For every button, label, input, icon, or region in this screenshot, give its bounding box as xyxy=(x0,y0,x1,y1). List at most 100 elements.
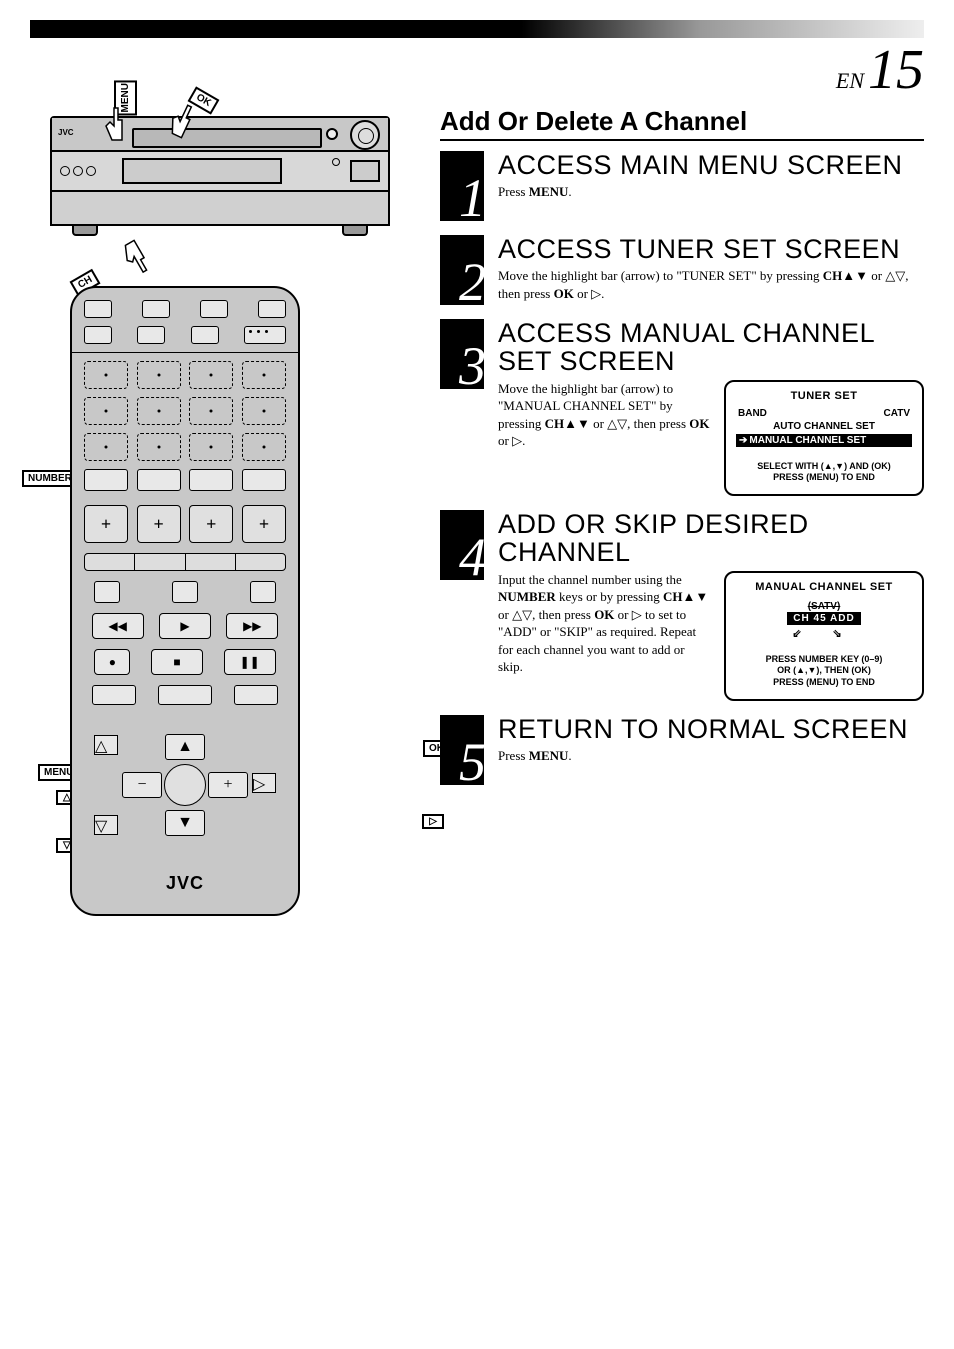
callout-arrow-right: ▷ xyxy=(422,814,444,829)
remote-button-icon xyxy=(250,581,276,603)
step-heading: RETURN TO NORMAL SCREEN xyxy=(498,715,924,743)
remote-plus-button-icon: + xyxy=(189,505,233,543)
section-title-underline xyxy=(440,139,924,141)
step-heading: ADD OR SKIP DESIRED CHANNEL xyxy=(498,510,924,567)
osd-instruction: PRESS (MENU) TO END xyxy=(736,677,912,689)
remote-button-icon xyxy=(158,685,212,705)
remote-button-icon xyxy=(172,581,198,603)
step-number: 5 xyxy=(459,735,486,789)
hand-pointer-icon xyxy=(112,231,158,281)
arrow-down-icon: ▽ xyxy=(94,815,118,835)
step-heading: ACCESS MANUAL CHANNEL SET SCREEN xyxy=(498,319,924,376)
arrow-up-icon: △ xyxy=(94,735,118,755)
step-text: Move the highlight bar (arrow) to "MANUA… xyxy=(498,380,712,496)
dpad-left-icon: − xyxy=(122,772,162,798)
step-number: 3 xyxy=(459,339,486,393)
dpad-down-icon: ▼ xyxy=(165,810,205,836)
osd-band-label: BAND xyxy=(738,408,767,419)
remote-number-key-icon xyxy=(189,361,233,389)
step-4: 4 ADD OR SKIP DESIRED CHANNEL Input the … xyxy=(440,510,924,701)
osd-instruction: SELECT WITH (▲,▼) AND (OK) xyxy=(736,461,912,473)
osd-instruction: PRESS NUMBER KEY (0–9) xyxy=(736,654,912,666)
hand-pointer-icon xyxy=(100,106,130,146)
remote-number-key-icon xyxy=(137,433,181,461)
step-2: 2 ACCESS TUNER SET SCREEN Move the highl… xyxy=(440,235,924,305)
vcr-illustration: MENU OK JVC xyxy=(50,116,420,226)
vcr-button-icon xyxy=(326,128,338,140)
arrow-right-icon: ▷ xyxy=(252,773,276,793)
osd-manual-channel-set: MANUAL CHANNEL SET (SATV) CH 45 ADD ⇙ ⇘ … xyxy=(724,571,924,701)
remote-brand: JVC xyxy=(84,873,286,894)
vcr-panel-icon xyxy=(350,160,380,182)
record-button-icon: ● xyxy=(94,649,130,675)
step-heading: ACCESS TUNER SET SCREEN xyxy=(498,235,924,263)
page-number: EN 15 xyxy=(30,42,924,98)
remote-ok-button-icon xyxy=(234,685,278,705)
remote-number-key-icon xyxy=(189,397,233,425)
remote-button-icon xyxy=(200,300,228,318)
osd-arrows: ⇙ ⇘ xyxy=(736,627,912,640)
osd-instruction: OR (▲,▼), THEN (OK) xyxy=(736,665,912,677)
step-number: 1 xyxy=(459,171,486,225)
dpad-right-icon: + xyxy=(208,772,248,798)
osd-channel-box: CH 45 ADD xyxy=(787,612,860,625)
step-text: Press MENU. xyxy=(498,747,924,765)
step-text: Input the channel number using the NUMBE… xyxy=(498,571,712,701)
step-3: 3 ACCESS MANUAL CHANNEL SET SCREEN Move … xyxy=(440,319,924,496)
remote-button-icon xyxy=(137,469,181,491)
section-title: Add Or Delete A Channel xyxy=(440,106,924,137)
remote-button-icon xyxy=(84,326,112,344)
dpad-up-icon: ▲ xyxy=(165,734,205,760)
vcr-display-window xyxy=(122,158,282,184)
pause-button-icon: ❚❚ xyxy=(224,649,276,675)
remote-plus-button-icon: + xyxy=(137,505,181,543)
remote-button-icon xyxy=(137,326,165,344)
osd-tuner-set: TUNER SET BAND CATV AUTO CHANNEL SET MAN… xyxy=(724,380,924,496)
vcr-brand: JVC xyxy=(58,128,74,137)
remote-button-icon xyxy=(191,326,219,344)
vcr-front-jacks-icon xyxy=(60,166,96,176)
remote-number-key-icon xyxy=(84,397,128,425)
remote-number-key-icon xyxy=(242,433,286,461)
remote-plus-button-icon: + xyxy=(84,505,128,543)
header-gradient-bar xyxy=(30,20,924,38)
remote-button-icon xyxy=(94,581,120,603)
remote-number-key-icon xyxy=(137,397,181,425)
remote-button-icon xyxy=(84,300,112,318)
step-number: 4 xyxy=(459,530,486,584)
remote-number-key-icon xyxy=(242,361,286,389)
remote-bar-icon xyxy=(84,553,286,571)
osd-title: TUNER SET xyxy=(736,390,912,402)
rewind-button-icon: ◀◀ xyxy=(92,613,144,639)
step-text: Press MENU. xyxy=(498,183,924,201)
remote-number-key-icon xyxy=(84,433,128,461)
remote-button-icon xyxy=(258,300,286,318)
vcr-indicator-icon xyxy=(332,158,340,166)
remote-illustration: NUMBER OK MENU △ ▽ ▷ xyxy=(70,286,420,916)
step-heading: ACCESS MAIN MENU SCREEN xyxy=(498,151,924,179)
page-lang: EN xyxy=(836,68,864,93)
remote-menu-button-icon xyxy=(92,685,136,705)
osd-auto-channel-set: AUTO CHANNEL SET xyxy=(736,421,912,432)
play-button-icon: ▶ xyxy=(159,613,211,639)
osd-highlight-manual: MANUAL CHANNEL SET xyxy=(736,434,912,447)
ffwd-button-icon: ▶▶ xyxy=(226,613,278,639)
remote-number-key-icon xyxy=(84,361,128,389)
stop-button-icon: ■ xyxy=(151,649,203,675)
step-text: Move the highlight bar (arrow) to "TUNER… xyxy=(498,267,924,302)
remote-plus-button-icon: + xyxy=(242,505,286,543)
remote-number-key-icon xyxy=(189,433,233,461)
vcr-jog-dial-icon xyxy=(350,120,380,150)
page-number-value: 15 xyxy=(868,39,924,101)
step-5: 5 RETURN TO NORMAL SCREEN Press MENU. xyxy=(440,715,924,785)
remote-button-icon xyxy=(142,300,170,318)
step-1: 1 ACCESS MAIN MENU SCREEN Press MENU. xyxy=(440,151,924,221)
osd-instruction: PRESS (MENU) TO END xyxy=(736,472,912,484)
remote-dpad: △ ▽ ▷ ▲ ▼ − + xyxy=(84,715,286,855)
osd-title: MANUAL CHANNEL SET xyxy=(736,581,912,593)
remote-button-icon xyxy=(84,469,128,491)
remote-button-icon xyxy=(242,469,286,491)
step-number: 2 xyxy=(459,255,486,309)
dpad-center-icon xyxy=(164,764,206,806)
remote-number-key-icon xyxy=(242,397,286,425)
